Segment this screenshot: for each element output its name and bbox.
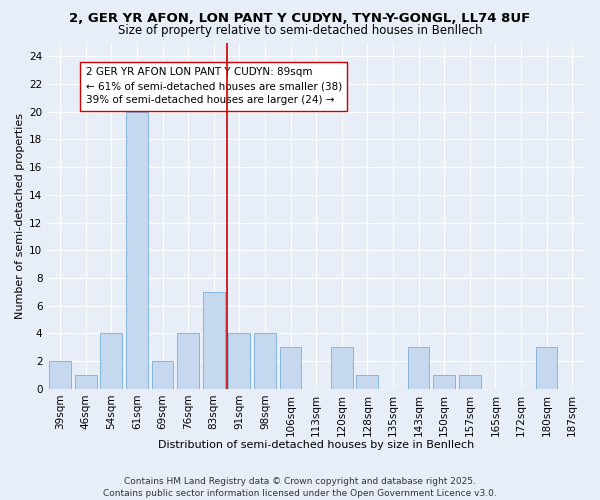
Bar: [100, 334, 122, 389]
Bar: [126, 112, 148, 389]
Bar: [177, 334, 199, 389]
Bar: [331, 348, 353, 389]
Y-axis label: Number of semi-detached properties: Number of semi-detached properties: [15, 112, 25, 318]
Bar: [433, 375, 455, 389]
Bar: [75, 375, 97, 389]
Bar: [536, 348, 557, 389]
Bar: [254, 334, 276, 389]
Text: 2, GER YR AFON, LON PANT Y CUDYN, TYN-Y-GONGL, LL74 8UF: 2, GER YR AFON, LON PANT Y CUDYN, TYN-Y-…: [70, 12, 530, 26]
Bar: [459, 375, 481, 389]
Bar: [407, 348, 430, 389]
Bar: [280, 348, 301, 389]
Text: Size of property relative to semi-detached houses in Benllech: Size of property relative to semi-detach…: [118, 24, 482, 37]
Bar: [203, 292, 224, 389]
Bar: [49, 361, 71, 389]
Text: 2 GER YR AFON LON PANT Y CUDYN: 89sqm
← 61% of semi-detached houses are smaller : 2 GER YR AFON LON PANT Y CUDYN: 89sqm ← …: [86, 68, 342, 106]
Bar: [356, 375, 378, 389]
Bar: [229, 334, 250, 389]
X-axis label: Distribution of semi-detached houses by size in Benllech: Distribution of semi-detached houses by …: [158, 440, 474, 450]
Text: Contains HM Land Registry data © Crown copyright and database right 2025.
Contai: Contains HM Land Registry data © Crown c…: [103, 476, 497, 498]
Bar: [152, 361, 173, 389]
